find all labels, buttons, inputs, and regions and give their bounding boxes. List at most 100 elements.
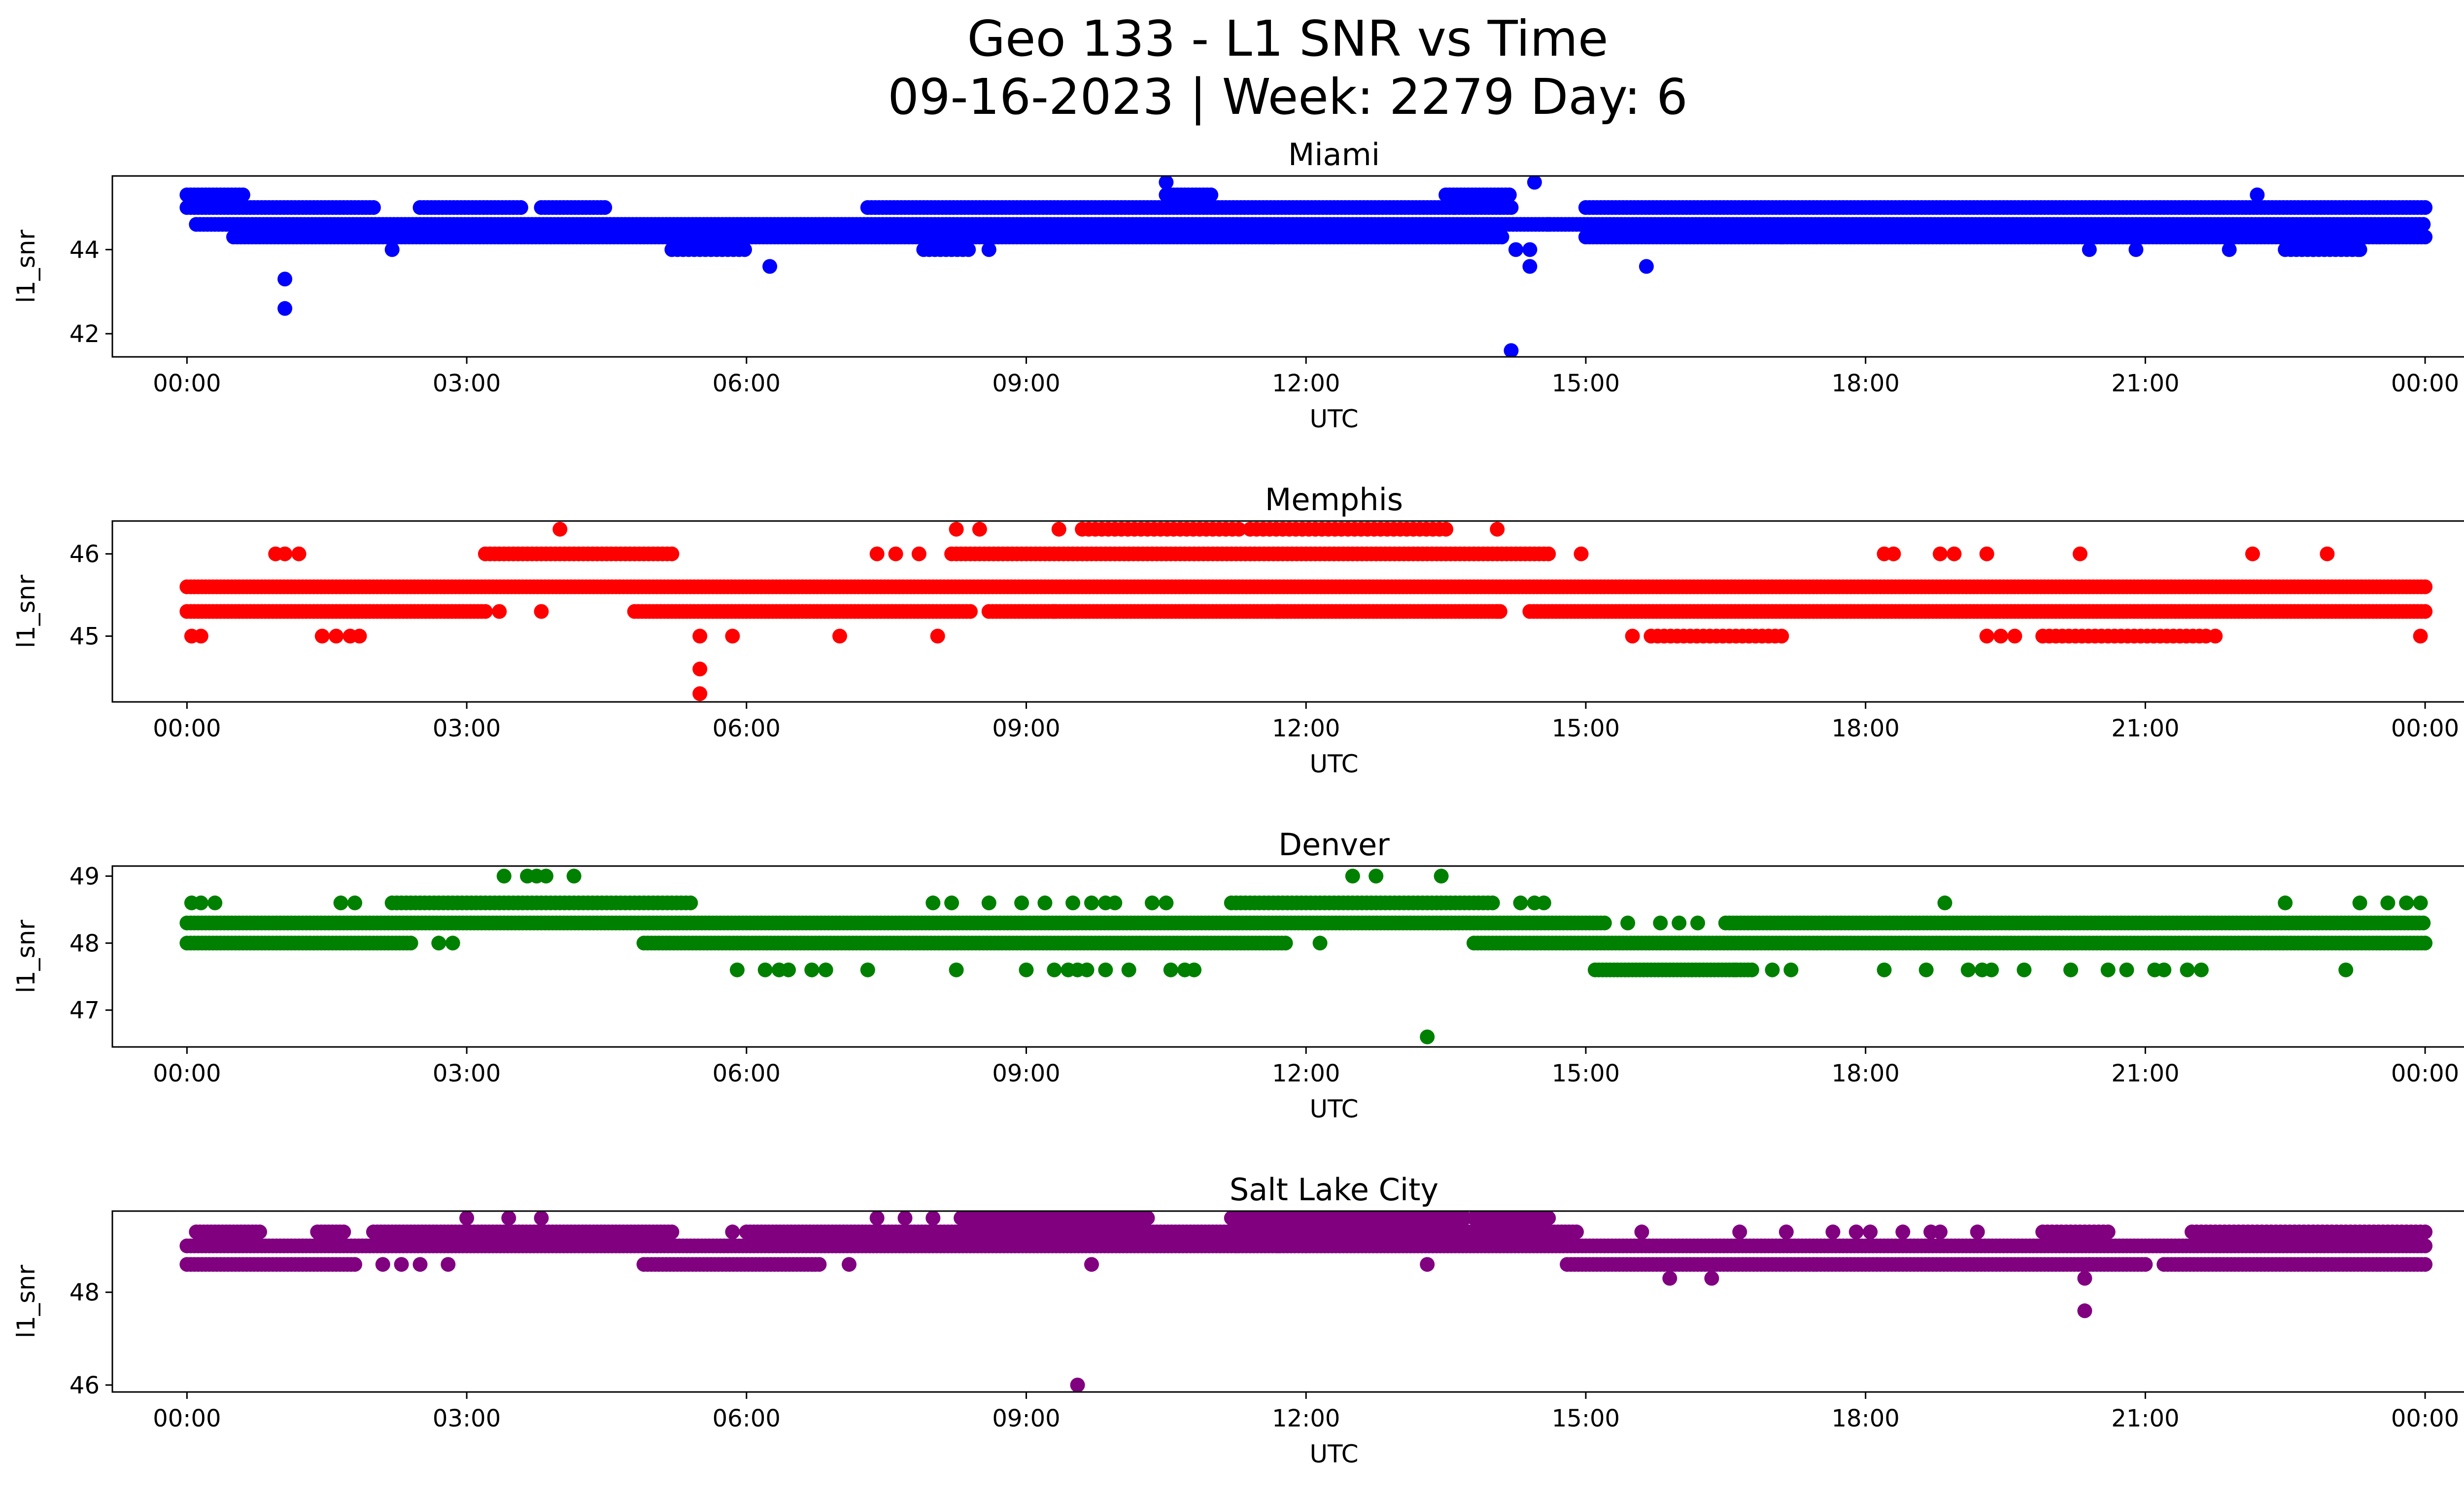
denver-data-point [944,895,959,910]
memphis-data-point [963,604,978,619]
memphis-x-axis-label: UTC [1309,750,1358,778]
miami-x-tick-label: 21:00 [2111,370,2179,397]
miami-x-tick-label: 06:00 [713,370,781,397]
denver-data-point [729,962,745,977]
miami-x-tick-label: 00:00 [2391,370,2459,397]
miami-data-point [2306,242,2321,257]
denver-data-point [2180,962,2195,977]
miami-data-point [2082,242,2097,257]
denver-data-point [1727,962,1743,977]
denver-data-point [1877,962,1892,977]
memphis-data-point [1270,604,1286,619]
miami-data-point [1203,187,1219,203]
denver-data-point [403,936,418,951]
memphis-data-point [1232,522,1246,537]
memphis-data-point [2245,546,2260,561]
miami-data-point [1159,176,1174,190]
miami-y-axis-label: l1_snr [12,230,40,303]
memphis-data-point [1051,522,1066,537]
memphis-data-point [664,546,680,561]
denver-data-point [757,962,773,977]
denver-y-tick-label: 47 [69,997,100,1024]
memphis-data-point [352,628,367,644]
denver-data-point [1597,915,1612,931]
miami-data-point [1266,229,1281,244]
denver-data-point [1019,962,1034,977]
memphis-data-point [534,604,549,619]
miami-x-tick-label: 00:00 [153,370,221,397]
miami-data-point [2418,200,2433,215]
miami-x-tick-label: 18:00 [1831,370,1899,397]
memphis-data-point [2320,546,2335,561]
denver-data-point [2017,962,2032,977]
denver-data-point [1037,895,1053,910]
miami-data-point [2250,187,2265,203]
memphis-data-point [888,546,903,561]
memphis-data-point [552,522,568,537]
denver-data-point [1187,962,1202,977]
denver-data-point [1513,895,1528,910]
memphis-data-point [277,546,293,561]
miami-data-point [737,242,752,257]
memphis-data-point [1490,604,1505,619]
denver-data-point [1937,895,1952,910]
miami-data-point [384,242,400,257]
memphis-data-point [1979,546,1994,561]
denver-data-point [1744,962,1759,977]
denver-x-tick-label: 12:00 [1272,1060,1340,1087]
memphis-data-point [1979,628,1994,644]
denver-data-point [818,962,833,977]
denver-data-point [1369,869,1384,884]
memphis-data-point [692,661,708,677]
figure-title-line1: Geo 133 - L1 SNR vs Time [967,10,1608,68]
miami-subplot-title: Miami [1288,137,1380,173]
memphis-x-tick-label: 00:00 [153,715,221,742]
denver-data-point [1620,915,1636,931]
memphis-data-point [725,628,740,644]
miami-data-point [1502,187,1517,203]
memphis-x-tick-label: 03:00 [433,715,501,742]
memphis-data-point [2413,628,2428,644]
memphis-x-tick-label: 21:00 [2111,715,2179,742]
memphis-data-point [492,604,507,619]
miami-x-tick-label: 15:00 [1552,370,1620,397]
salt-lake-city-data-point [1541,1211,1556,1226]
memphis-data-point [1993,628,2008,644]
miami-data-point [1527,176,1542,190]
denver-data-point [2156,962,2172,977]
miami-data-point [366,200,381,215]
miami-data-point [277,272,293,287]
denver-data-point [2380,895,2396,910]
denver-data-point [193,895,208,910]
salt-lake-city-points [179,1211,2433,1392]
memphis-points [179,522,2433,701]
denver-points [179,869,2433,1044]
memphis-data-point [1541,546,1556,561]
denver-data-point [2063,962,2078,977]
miami-plot-frame [111,175,2464,358]
memphis-data-point [193,628,208,644]
memphis-data-point [869,546,885,561]
denver-data-point [2399,895,2414,910]
denver-data-point [1536,895,1551,910]
memphis-data-point [692,686,708,701]
memphis-y-tick-label: 46 [69,541,100,568]
miami-data-point [2352,242,2367,257]
denver-data-point [1014,895,1029,910]
denver-data-point [1960,962,1976,977]
denver-data-point [1783,962,1799,977]
denver-data-point [333,895,348,910]
miami-x-tick-label: 12:00 [1272,370,1340,397]
miami-data-point [1508,242,1523,257]
denver-x-tick-label: 18:00 [1831,1060,1899,1087]
miami-data-point [597,200,613,215]
memphis-subplot-title: Memphis [1265,482,1403,518]
denver-plot-frame [111,865,2464,1048]
memphis-x-tick-label: 06:00 [713,715,781,742]
salt-lake-city-data-point [1140,1211,1155,1226]
denver-data-point [2416,915,2431,931]
denver-x-tick-label: 21:00 [2111,1060,2179,1087]
